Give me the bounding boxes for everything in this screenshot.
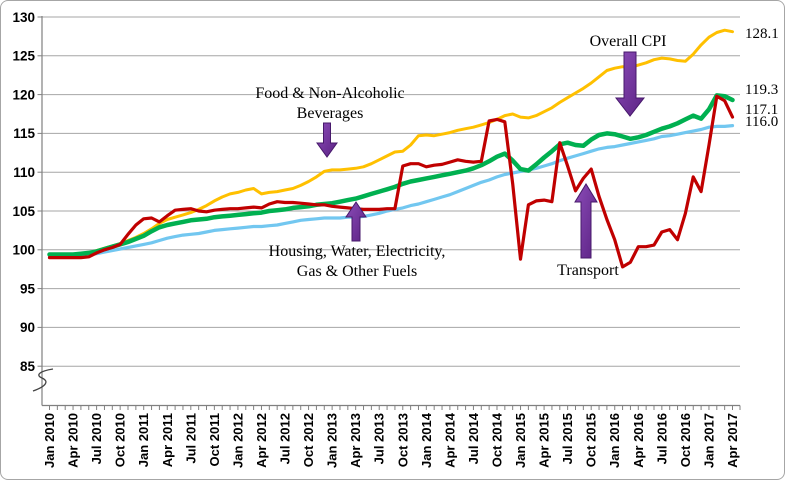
purple-arrow-down-icon bbox=[316, 122, 338, 158]
x-axis-label: Oct 2013 bbox=[395, 413, 410, 467]
annotation-transport: Transport bbox=[557, 261, 619, 281]
annotation-overall-cpi: Overall CPI bbox=[590, 32, 667, 52]
y-axis-label: 95 bbox=[20, 281, 36, 296]
annotation-line: Overall CPI bbox=[589, 33, 667, 50]
x-axis-label: Jan 2010 bbox=[42, 413, 57, 468]
y-axis-labels: 85 90 95 100 105 110 115 120 125 130 bbox=[12, 10, 35, 374]
annotation-line: Transport bbox=[557, 262, 619, 279]
x-axis-label: Jul 2011 bbox=[183, 413, 198, 464]
y-axis-label: 100 bbox=[12, 243, 35, 258]
y-axis-label: 85 bbox=[20, 359, 36, 374]
x-axis-label: Jan 2016 bbox=[607, 413, 622, 468]
x-axis-label: Jul 2013 bbox=[372, 413, 387, 464]
x-axis-label: Jul 2014 bbox=[466, 412, 481, 464]
x-axis-label: Jan 2011 bbox=[136, 413, 151, 467]
x-axis-label: Apr 2017 bbox=[725, 413, 740, 468]
series-end-value: 117.1 bbox=[745, 102, 778, 118]
annotation-line: Beverages bbox=[296, 105, 364, 122]
series-line-overall-cpi bbox=[48, 28, 734, 256]
x-axis-label: Apr 2010 bbox=[66, 413, 81, 468]
x-axis-label: Apr 2011 bbox=[160, 413, 175, 467]
axis-break-icon bbox=[32, 368, 54, 392]
annotation-line: Food & Non-Alcoholic bbox=[255, 85, 405, 102]
x-ticks bbox=[49, 405, 741, 410]
x-axis-labels: Jan 2010 Apr 2010 Jul 2010 Oct 2010 Jan 2011… bbox=[42, 412, 740, 468]
y-axis-label: 110 bbox=[13, 165, 35, 180]
x-axis-label: Jul 2010 bbox=[89, 413, 104, 464]
series-end-value: 128.1 bbox=[745, 26, 779, 42]
series-end-value: 119.3 bbox=[745, 82, 778, 98]
y-axis-label: 125 bbox=[12, 49, 35, 64]
y-axis-label: 90 bbox=[20, 320, 35, 335]
y-axis-label: 130 bbox=[12, 10, 35, 25]
x-axis-label: Oct 2015 bbox=[584, 413, 599, 467]
x-axis-label: Apr 2013 bbox=[348, 413, 363, 468]
x-axis-label: Jan 2015 bbox=[513, 413, 528, 468]
x-axis-label: Oct 2012 bbox=[301, 413, 316, 467]
series-line-transport bbox=[47, 94, 735, 269]
y-axis-label: 120 bbox=[12, 87, 35, 102]
axes bbox=[32, 16, 740, 407]
x-axis-label: Apr 2016 bbox=[631, 413, 646, 468]
x-axis-label: Apr 2012 bbox=[254, 413, 269, 468]
purple-arrow-down-icon bbox=[614, 51, 646, 117]
y-axis-label: 115 bbox=[13, 126, 35, 141]
x-axis-label: Jan 2012 bbox=[230, 413, 245, 468]
y-axis-label: 105 bbox=[12, 204, 35, 219]
x-axis-label: Apr 2014 bbox=[442, 412, 457, 468]
x-axis-label: Oct 2010 bbox=[113, 413, 128, 467]
series-line-food-non-alcoholic-beverages bbox=[47, 93, 735, 257]
x-axis-label: Oct 2014 bbox=[489, 412, 504, 467]
x-axis-label: Jul 2016 bbox=[654, 413, 669, 464]
x-axis-label: Apr 2015 bbox=[537, 413, 552, 468]
x-axis-label: Oct 2011 bbox=[207, 413, 222, 467]
purple-arrow-up-icon bbox=[574, 183, 598, 259]
annotation-line: Gas & Other Fuels bbox=[296, 263, 418, 280]
purple-arrow-up-icon bbox=[345, 201, 367, 242]
x-axis-label: Jan 2014 bbox=[419, 412, 434, 468]
x-axis-label: Jan 2017 bbox=[701, 413, 716, 468]
x-axis-label: Jul 2012 bbox=[278, 413, 293, 464]
x-axis-label: Oct 2016 bbox=[678, 413, 693, 467]
series-end-value: 116.0 bbox=[745, 114, 778, 130]
x-axis-label: Jan 2013 bbox=[325, 413, 340, 468]
annotation-line: Housing, Water, Electricity, bbox=[268, 243, 446, 260]
annotation-housing-fuels: Housing, Water, Electricity, Gas & Other… bbox=[269, 242, 446, 282]
annotation-food-beverages: Food & Non-Alcoholic Beverages bbox=[255, 84, 404, 124]
x-axis-label: Jul 2015 bbox=[560, 413, 575, 464]
